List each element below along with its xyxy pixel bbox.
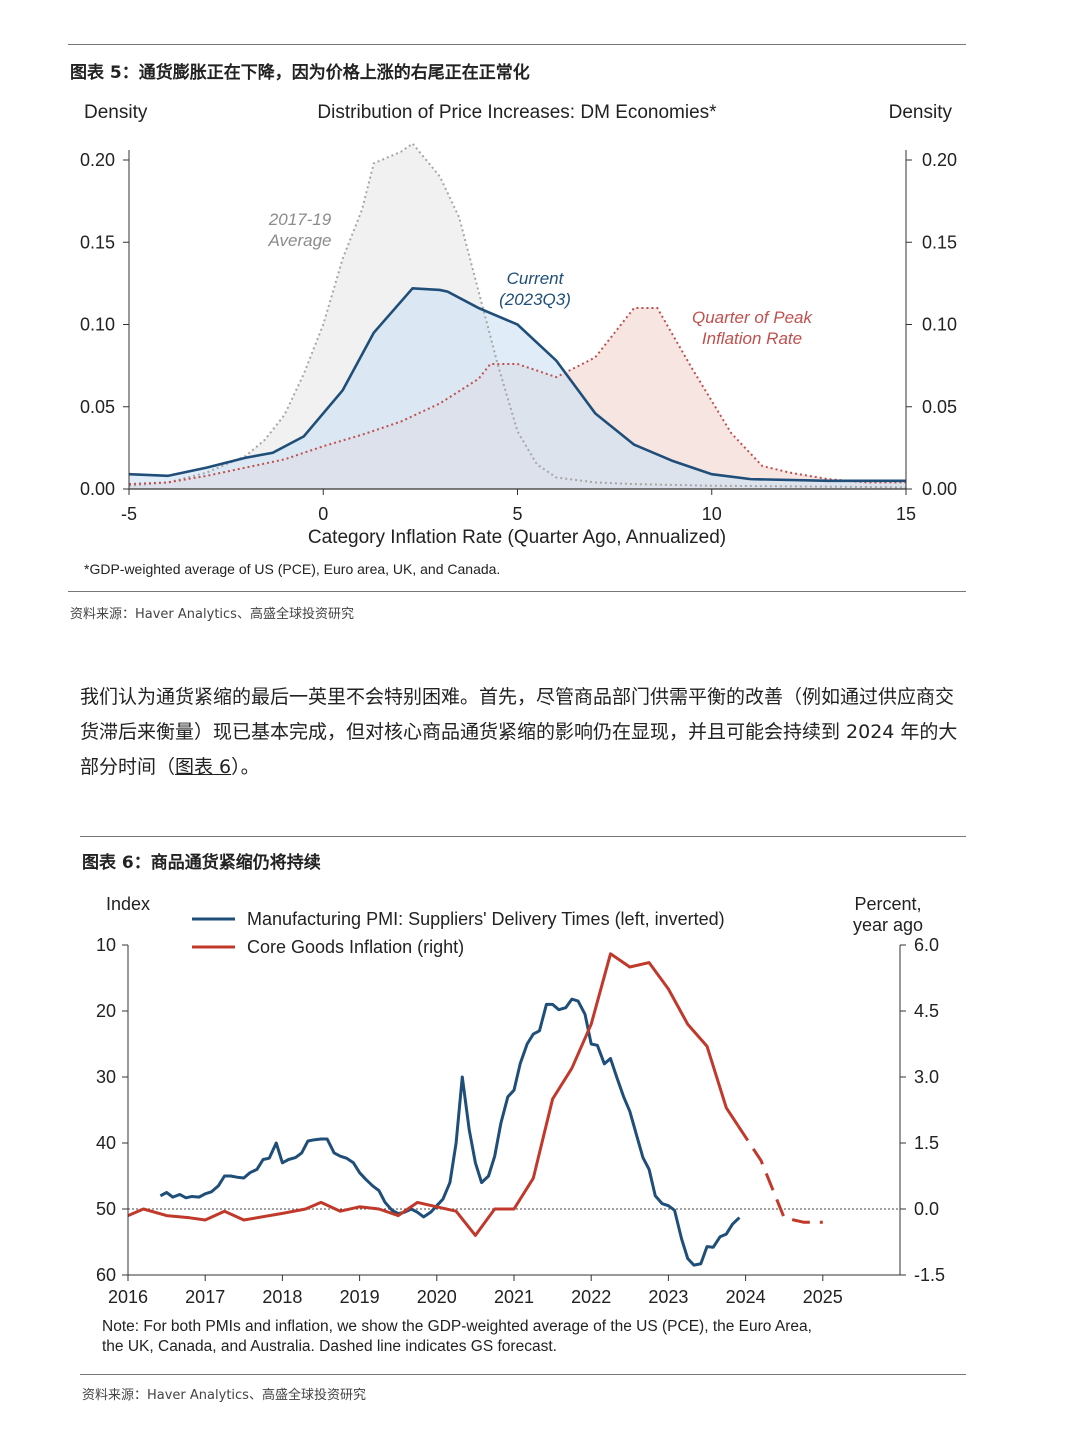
x-tick-label: 2023	[648, 1287, 688, 1307]
chart-title: Distribution of Price Increases: DM Econ…	[317, 102, 717, 123]
fig5-source: 资料来源：Haver Analytics、高盛全球投资研究	[70, 607, 354, 622]
x-tick-label: 2019	[340, 1287, 380, 1307]
y-tick-label-left: 60	[96, 1265, 116, 1285]
series-line-1	[127, 952, 740, 1237]
x-tick-label: 5	[512, 504, 522, 524]
x-tick-label: 2021	[494, 1287, 534, 1307]
chart6-link[interactable]: 图表 6	[175, 756, 232, 778]
series-area-0	[129, 143, 906, 490]
y-tick-label-right: 4.5	[914, 1001, 939, 1021]
series-line-2	[128, 307, 906, 486]
y-tick-label-right: 6.0	[914, 935, 939, 955]
paragraph-text-before: 我们认为通货紧缩的最后一英里不会特别困难。首先，尽管商品部门供需平衡的改善（例如…	[80, 686, 958, 778]
x-tick-label: 10	[702, 504, 722, 524]
y-tick-label-left: 0.10	[80, 315, 115, 335]
fig6-caption: 图表 6：商品通货紧缩仍将持续	[82, 853, 321, 873]
legend-label-1: Core Goods Inflation (right)	[247, 937, 464, 957]
right-axis-title: Density	[889, 102, 953, 123]
y-tick-label-left: 10	[96, 935, 116, 955]
x-tick-label: 15	[896, 504, 916, 524]
chart-footnote: *GDP-weighted average of US (PCE), Euro …	[84, 561, 500, 577]
legend-label-0: Manufacturing PMI: Suppliers' Delivery T…	[247, 909, 725, 929]
right-axis-title: year ago	[853, 915, 923, 935]
y-tick-label-left: 0.05	[80, 397, 115, 417]
y-tick-label-right: -1.5	[914, 1265, 945, 1285]
series-label-1: Current	[507, 269, 565, 288]
y-tick-label-right: 0.15	[922, 232, 957, 252]
series-label-0: 2017-19	[268, 210, 332, 229]
y-tick-label-left: 30	[96, 1067, 116, 1087]
y-tick-label-left: 40	[96, 1133, 116, 1153]
y-tick-label-left: 20	[96, 1001, 116, 1021]
x-tick-label: 0	[318, 504, 328, 524]
y-tick-label-left: 0.15	[80, 232, 115, 252]
y-tick-label-right: 0.0	[914, 1199, 939, 1219]
x-tick-label: 2025	[803, 1287, 843, 1307]
y-tick-label-left: 50	[96, 1199, 116, 1219]
x-tick-label: 2018	[262, 1287, 302, 1307]
chart-note: the UK, Canada, and Australia. Dashed li…	[102, 1338, 557, 1355]
y-tick-label-right: 0.00	[922, 479, 957, 499]
left-axis-title: Density	[84, 102, 148, 123]
x-tick-label: -5	[121, 504, 137, 524]
x-tick-label: 2024	[726, 1287, 766, 1307]
fig5-bottom-rule	[68, 591, 966, 592]
y-tick-label-right: 3.0	[914, 1067, 939, 1087]
y-tick-label-right: 0.10	[922, 315, 957, 335]
fig5-caption: 图表 5：通货膨胀正在下降，因为价格上涨的右尾正在正常化	[70, 63, 530, 83]
y-tick-label-left: 0.00	[80, 479, 115, 499]
series-label-0: Average	[267, 231, 331, 250]
fig6-source: 资料来源：Haver Analytics、高盛全球投资研究	[82, 1388, 366, 1403]
right-axis-title: Percent,	[854, 894, 921, 914]
x-tick-label: 2017	[185, 1287, 225, 1307]
series-label-1: (2023Q3)	[499, 290, 571, 309]
x-tick-label: 2020	[417, 1287, 457, 1307]
y-tick-label-left: 0.20	[80, 150, 115, 170]
series-line-1	[128, 286, 906, 483]
fig6-top-rule	[80, 836, 966, 837]
fig6-bottom-rule	[80, 1374, 966, 1375]
y-tick-label-right: 0.20	[922, 150, 957, 170]
x-tick-label: 2016	[108, 1287, 148, 1307]
y-tick-label-right: 0.05	[922, 397, 957, 417]
series-line-2	[736, 1124, 823, 1224]
chart-note: Note: For both PMIs and inflation, we sh…	[102, 1318, 812, 1335]
paragraph-text-after: ）。	[231, 756, 260, 778]
series-area-1	[129, 288, 906, 489]
series-line-0	[159, 997, 741, 1267]
body-paragraph: 我们认为通货紧缩的最后一英里不会特别困难。首先，尽管商品部门供需平衡的改善（例如…	[80, 680, 970, 785]
y-tick-label-right: 1.5	[914, 1133, 939, 1153]
series-label-2: Inflation Rate	[702, 329, 802, 348]
fig5-top-rule	[68, 44, 966, 45]
fig5-chart: Density Density Distribution of Price Incr…	[80, 102, 957, 577]
x-tick-label: 2022	[571, 1287, 611, 1307]
fig6-chart: Index Percent,year ago Manufacturing PMI: …	[96, 894, 945, 1355]
left-axis-title: Index	[106, 894, 150, 914]
series-label-2: Quarter of Peak	[692, 308, 814, 327]
x-axis-title: Category Inflation Rate (Quarter Ago, An…	[308, 527, 726, 548]
